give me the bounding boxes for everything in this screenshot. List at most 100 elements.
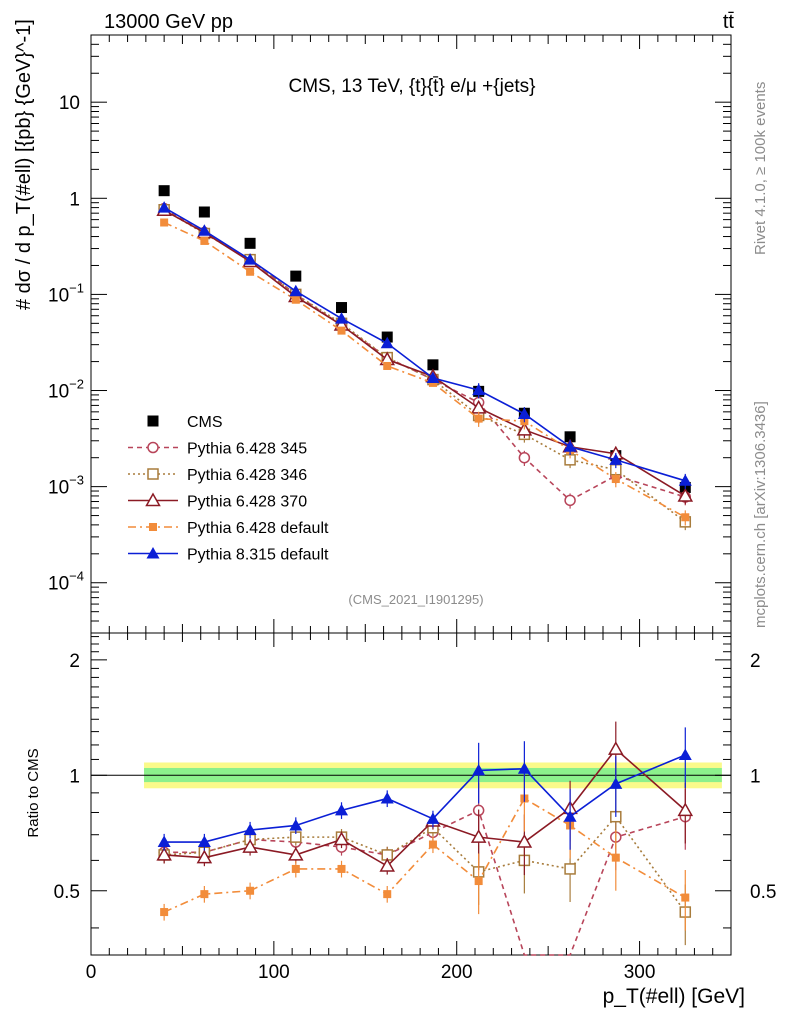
- main-plot-frame: [90, 34, 732, 634]
- main-data-point: [291, 295, 300, 304]
- ratio-y-tick-label: 1: [69, 766, 80, 787]
- ratio-series-3: [160, 770, 690, 931]
- ratio-y-tick-label-right: 1: [750, 766, 761, 787]
- main-data-point: [380, 336, 394, 349]
- main-series-group: [156, 185, 694, 531]
- legend-marker: [147, 415, 159, 427]
- ratio-plot-frame: [90, 632, 732, 956]
- main-data-point: [383, 361, 392, 370]
- ratio-series-4: [157, 727, 692, 851]
- ratio-data-point: [200, 890, 209, 899]
- ratio-series-group: [156, 721, 694, 956]
- ratio-data-point: [517, 762, 531, 774]
- ratio-series-line: [164, 815, 686, 913]
- ratio-data-point: [289, 818, 303, 831]
- legend-item: Pythia 6.428 346: [128, 467, 307, 484]
- ratio-data-point: [333, 831, 350, 846]
- main-data-point: [246, 267, 255, 276]
- legend-marker: [149, 523, 157, 531]
- ratio-data-point: [246, 886, 255, 895]
- ratio-data-point: [611, 853, 620, 862]
- ratio-y-tick-label-right: 0.5: [750, 882, 776, 903]
- main-data-point: [426, 371, 440, 383]
- ratio-data-point: [608, 741, 624, 755]
- legend-marker: [146, 547, 160, 559]
- ratio-data-point: [474, 877, 483, 886]
- main-data-point: [678, 474, 692, 486]
- ratio-data-point: [563, 810, 577, 822]
- legend-item: Pythia 6.428 default: [128, 520, 329, 537]
- ratio-data-point: [242, 839, 258, 853]
- ratio-data-point: [681, 893, 690, 902]
- main-data-point: [158, 185, 170, 197]
- plot-title: CMS, 13 TeV, {t}{t̄} e/μ +{jets}: [288, 76, 535, 97]
- ratio-data-point: [157, 835, 171, 848]
- ratio-data-point: [197, 835, 211, 848]
- ratio-data-point: [156, 846, 172, 861]
- ratio-data-point: [379, 858, 396, 872]
- main-data-point: [336, 302, 348, 314]
- main-y-tick-label: 10−2: [48, 377, 84, 403]
- ratio-data-point: [609, 777, 623, 789]
- main-data-point: [337, 326, 346, 335]
- legend-item: CMS: [147, 414, 223, 431]
- ratio-series-line: [164, 754, 686, 843]
- main-series-5: [157, 201, 692, 490]
- main-data-point: [609, 453, 623, 465]
- ratio-data-point: [383, 890, 392, 899]
- ratio-series-0: [158, 782, 692, 956]
- main-y-tick-label: 1: [69, 189, 80, 210]
- main-data-point: [517, 407, 531, 419]
- legend-item: Pythia 6.428 345: [128, 441, 307, 458]
- x-axis-label: p_T(#ell) [GeV]: [603, 985, 745, 1008]
- ratio-data-point: [472, 763, 486, 776]
- legend-item: Pythia 8.315 default: [128, 547, 329, 564]
- main-y-axis-label-text: # dσ / d p_T(#ell) [{pb} {GeV}^-1]: [13, 19, 35, 310]
- analysis-watermark: (CMS_2021_I1901295): [348, 592, 483, 607]
- legend-label: CMS: [187, 414, 223, 431]
- x-tick-label: 0: [86, 962, 97, 983]
- main-data-point: [563, 440, 577, 452]
- main-data-point: [472, 383, 486, 396]
- legend-marker: [147, 468, 159, 480]
- legend: CMS Pythia 6.428 345 Pythia 6.428 346 Pythi…: [128, 414, 329, 564]
- main-data-point: [244, 237, 256, 249]
- main-data-point: [289, 284, 303, 297]
- legend-marker: [147, 441, 159, 454]
- legend-label: Pythia 8.315 default: [187, 547, 329, 564]
- legend-marker: [145, 492, 161, 507]
- ratio-data-point: [335, 803, 349, 816]
- ratio-data-point: [678, 748, 692, 760]
- main-series-line: [163, 209, 686, 497]
- main-y-tick-label: 10−3: [48, 473, 84, 499]
- ratio-data-point: [160, 908, 169, 917]
- mcplots-source-label: mcplots.cern.ch [arXiv:1306.3436]: [752, 401, 769, 628]
- main-data-point: [200, 236, 209, 245]
- main-data-point: [564, 431, 576, 443]
- ratio-series-line: [164, 747, 686, 868]
- main-series-line: [163, 221, 686, 518]
- ratio-series-line: [163, 797, 686, 913]
- ratio-data-point: [380, 792, 394, 804]
- main-data-point: [518, 451, 531, 464]
- legend-label: Pythia 6.428 default: [187, 520, 329, 537]
- ratio-data-point: [196, 849, 213, 864]
- ratio-y-tick-label-right: 2: [750, 651, 761, 672]
- x-tick-label: 200: [441, 962, 473, 983]
- main-y-tick-label: 10: [59, 93, 80, 114]
- ratio-data-point: [291, 864, 300, 873]
- legend-item: Pythia 6.428 370: [128, 492, 307, 511]
- legend-label: Pythia 6.428 345: [187, 441, 307, 458]
- main-y-axis-label: # dσ / d p_T(#ell) [{pb} {GeV}^-1]: [13, 19, 35, 310]
- main-data-point: [564, 494, 576, 507]
- ratio-series-2: [156, 721, 694, 876]
- rivet-version-label: Rivet 4.1.0, ≥ 100k events: [752, 82, 769, 255]
- ratio-data-point: [564, 863, 576, 875]
- ratio-data-point: [677, 802, 694, 817]
- main-y-tick-label: 10−4: [48, 569, 84, 595]
- legend-label: Pythia 6.428 346: [187, 467, 307, 484]
- main-data-point: [290, 270, 302, 282]
- main-y-tick-label: 10−1: [48, 280, 84, 306]
- ratio-data-point: [428, 840, 437, 849]
